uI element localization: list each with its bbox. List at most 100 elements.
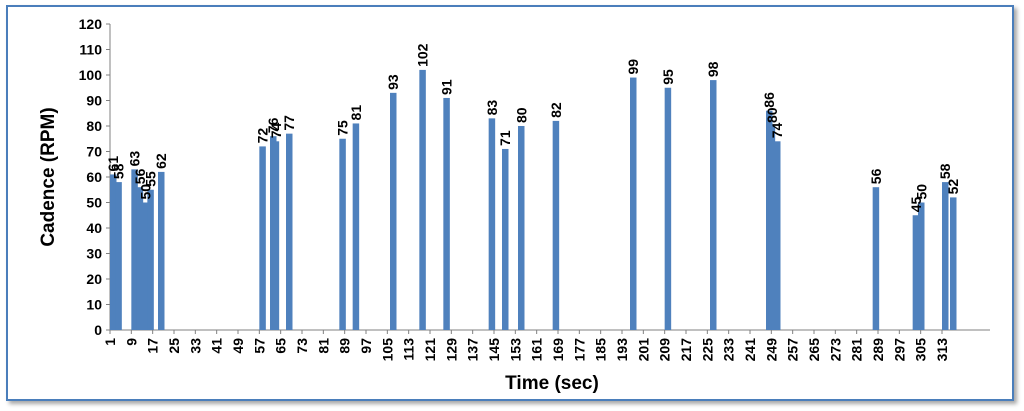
y-tick-label: 20 (86, 271, 102, 287)
y-tick-label: 50 (86, 195, 102, 211)
bar-data-label: 56 (132, 168, 148, 184)
bar (131, 169, 138, 330)
x-tick-label: 193 (614, 338, 630, 362)
x-tick-label: 265 (806, 338, 822, 362)
bar-data-label: 80 (513, 107, 529, 123)
bar-data-label: 99 (625, 59, 641, 75)
bar-data-label: 98 (705, 61, 721, 77)
x-tick-label: 65 (273, 338, 289, 354)
bar-data-label: 80 (764, 107, 780, 123)
x-tick-label: 25 (166, 338, 182, 354)
bar-data-label: 74 (769, 123, 785, 139)
bar (630, 77, 637, 330)
bar (259, 146, 266, 330)
bar-data-label: 75 (335, 120, 351, 136)
y-tick-label: 90 (86, 93, 102, 109)
x-tick-label: 201 (635, 338, 651, 362)
x-tick-label: 145 (486, 338, 502, 362)
x-tick-label: 225 (699, 338, 715, 362)
x-tick-label: 129 (443, 338, 459, 362)
x-tick-label: 169 (550, 338, 566, 362)
bar-data-label: 62 (153, 153, 169, 169)
bar-data-label: 50 (913, 184, 929, 200)
bar-data-label: 71 (497, 130, 513, 146)
bar (339, 138, 346, 330)
bar-data-label: 56 (868, 168, 884, 184)
y-tick-label: 40 (86, 220, 102, 236)
bar (552, 120, 560, 331)
bar (518, 126, 525, 330)
x-tick-label: 17 (145, 338, 161, 354)
bar (872, 187, 880, 330)
x-axis: 1 9 17 25 33 41 49 57 65 73 81 89 97 105 113 121 129 137 1… (102, 329, 990, 362)
bar (768, 126, 776, 330)
bar (443, 97, 450, 330)
y-tick-label: 100 (79, 67, 103, 83)
x-tick-label: 9 (123, 338, 139, 346)
x-axis-title: Time (sec) (505, 373, 599, 394)
bar (710, 80, 717, 330)
bar-data-label: 82 (548, 102, 564, 118)
bar-data-label: 58 (937, 163, 953, 179)
bar-data-label: 74 (268, 123, 284, 139)
x-tick-label: 305 (913, 338, 929, 362)
bar-data-label: 50 (137, 184, 153, 200)
y-tick-label: 60 (86, 169, 102, 185)
bar-data-label: 76 (265, 117, 281, 133)
bar-data-label: 86 (761, 92, 777, 108)
x-tick-label: 297 (891, 338, 907, 362)
y-tick-label: 10 (86, 297, 102, 313)
x-tick-label: 57 (251, 338, 267, 354)
bar (110, 174, 117, 330)
x-tick-label: 241 (742, 338, 758, 362)
bar (142, 202, 149, 330)
x-tick-label: 289 (870, 338, 886, 362)
x-tick-label: 249 (763, 338, 779, 362)
y-tick-label: 30 (86, 246, 102, 262)
y-tick-label: 80 (86, 118, 102, 134)
x-tick-label: 73 (294, 338, 310, 354)
bar (352, 123, 360, 330)
bar (488, 118, 496, 330)
x-tick-label: 217 (678, 338, 694, 362)
bar (136, 187, 144, 330)
bar-data-label: 93 (385, 74, 401, 90)
x-tick-label: 209 (657, 338, 673, 362)
x-tick-label: 33 (187, 338, 203, 354)
bar (664, 87, 672, 330)
bar-series (110, 69, 957, 331)
bar (158, 171, 165, 330)
x-tick-label: 49 (230, 338, 246, 354)
bar (272, 141, 280, 330)
bar-data-label: 102 (415, 43, 431, 67)
bar-data-label: 58 (111, 163, 127, 179)
bar (115, 182, 122, 330)
bar-data-label: 63 (127, 151, 143, 167)
x-tick-label: 281 (849, 338, 865, 362)
x-tick-label: 81 (315, 338, 331, 354)
bar-data-label: 55 (143, 171, 159, 187)
x-tick-label: 233 (721, 338, 737, 362)
y-tick-label: 120 (79, 16, 103, 32)
bar (147, 189, 154, 330)
y-axis-title: Cadence (RPM) (38, 107, 59, 246)
x-tick-label: 41 (209, 338, 225, 354)
bar-data-label: 61 (105, 156, 121, 172)
x-tick-label: 153 (507, 338, 523, 362)
bar-data-label: 95 (660, 69, 676, 85)
x-tick-label: 113 (401, 338, 417, 361)
x-tick-label: 89 (337, 338, 353, 354)
x-tick-label: 177 (571, 338, 587, 362)
x-tick-label: 121 (422, 338, 438, 362)
bar (390, 92, 397, 330)
bar (774, 141, 781, 330)
bar-data-label: 77 (281, 115, 297, 131)
bar-data-label: 81 (348, 105, 364, 121)
y-axis: 0 10 20 30 40 50 60 70 80 90 100 110 120 (79, 16, 111, 338)
bar (950, 197, 957, 330)
bar (286, 133, 293, 330)
bar (419, 69, 426, 331)
bar (502, 148, 509, 330)
